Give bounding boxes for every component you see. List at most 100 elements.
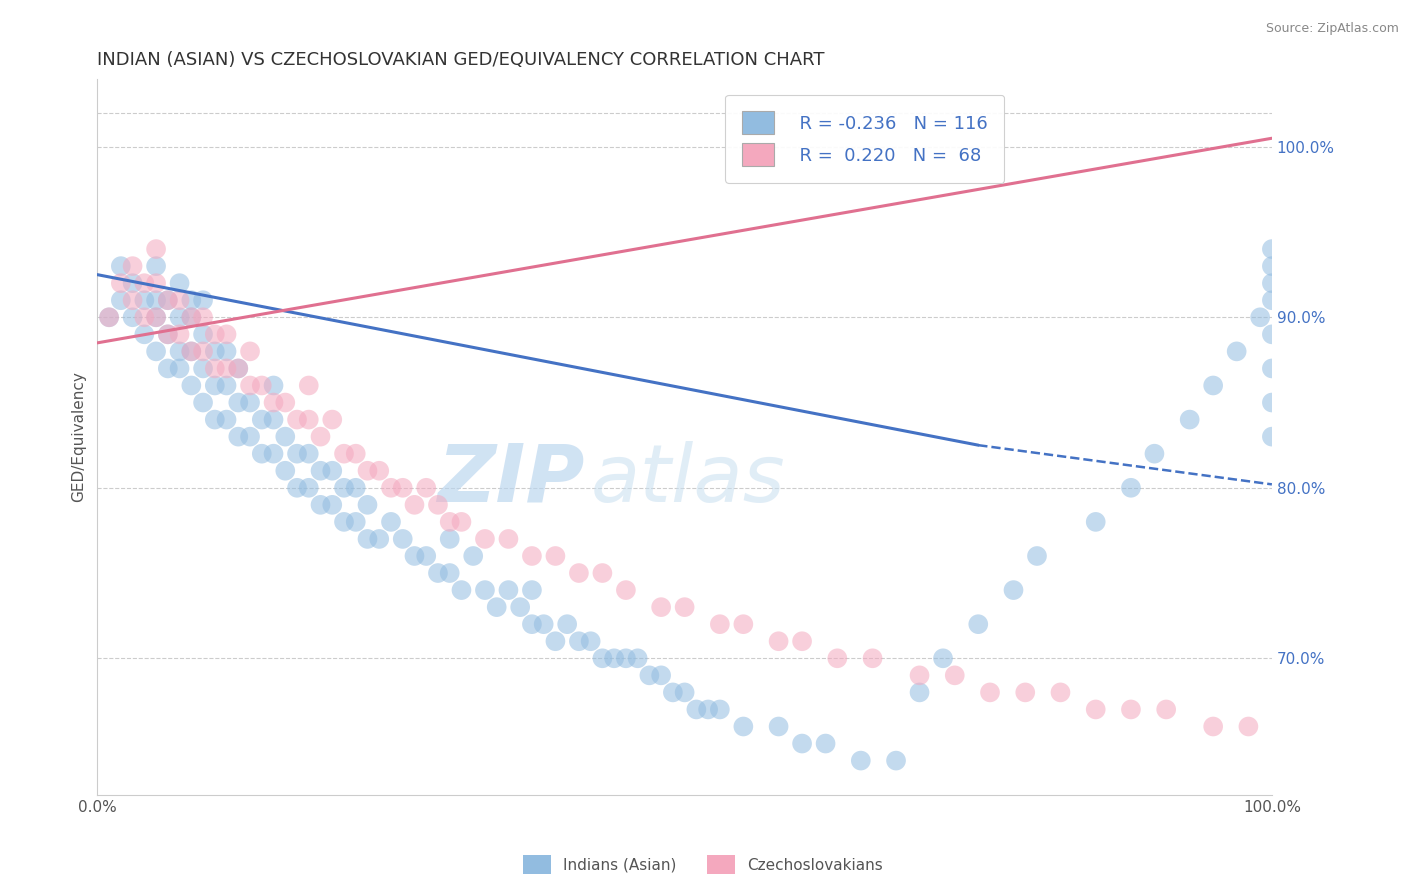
Point: [1178, 412, 1201, 426]
Point: [498, 583, 520, 598]
Point: [191, 310, 214, 325]
Point: [204, 378, 226, 392]
Point: [121, 310, 143, 325]
Point: [520, 617, 543, 632]
Point: [263, 412, 285, 426]
Point: [884, 754, 907, 768]
Point: [790, 737, 813, 751]
Point: [250, 378, 273, 392]
Legend: Indians (Asian), Czechoslovakians: Indians (Asian), Czechoslovakians: [517, 849, 889, 880]
Point: [344, 447, 367, 461]
Point: [356, 532, 378, 546]
Point: [439, 566, 461, 580]
Point: [180, 293, 202, 308]
Point: [1261, 361, 1284, 376]
Point: [344, 515, 367, 529]
Point: [169, 276, 191, 290]
Point: [121, 293, 143, 308]
Point: [156, 361, 179, 376]
Legend:   R = -0.236   N = 116,   R =  0.220   N =  68: R = -0.236 N = 116, R = 0.220 N = 68: [725, 95, 1004, 183]
Point: [145, 242, 167, 256]
Point: [98, 310, 121, 325]
Point: [768, 634, 790, 648]
Point: [180, 344, 202, 359]
Point: [145, 310, 167, 325]
Point: [862, 651, 884, 665]
Point: [309, 429, 332, 443]
Point: [145, 344, 167, 359]
Point: [404, 549, 426, 563]
Point: [239, 344, 262, 359]
Point: [298, 447, 321, 461]
Point: [121, 276, 143, 290]
Point: [391, 481, 413, 495]
Point: [1202, 719, 1225, 733]
Point: [827, 651, 849, 665]
Point: [380, 481, 402, 495]
Point: [285, 481, 308, 495]
Point: [169, 327, 191, 342]
Point: [145, 276, 167, 290]
Point: [333, 447, 356, 461]
Point: [215, 361, 238, 376]
Point: [439, 515, 461, 529]
Point: [368, 464, 391, 478]
Point: [1226, 344, 1249, 359]
Point: [520, 549, 543, 563]
Point: [204, 344, 226, 359]
Point: [204, 412, 226, 426]
Point: [333, 481, 356, 495]
Point: [474, 583, 496, 598]
Point: [614, 651, 637, 665]
Point: [121, 259, 143, 273]
Point: [427, 566, 450, 580]
Point: [263, 447, 285, 461]
Point: [533, 617, 555, 632]
Point: [298, 378, 321, 392]
Point: [1026, 549, 1049, 563]
Point: [1261, 395, 1284, 409]
Point: [979, 685, 1001, 699]
Text: ZIP: ZIP: [437, 441, 585, 518]
Point: [849, 754, 872, 768]
Point: [263, 378, 285, 392]
Point: [591, 566, 613, 580]
Point: [321, 412, 343, 426]
Point: [344, 481, 367, 495]
Point: [380, 515, 402, 529]
Point: [110, 293, 132, 308]
Point: [485, 600, 508, 615]
Point: [568, 634, 591, 648]
Text: Source: ZipAtlas.com: Source: ZipAtlas.com: [1265, 22, 1399, 36]
Point: [263, 395, 285, 409]
Point: [1049, 685, 1071, 699]
Point: [932, 651, 955, 665]
Point: [134, 310, 156, 325]
Point: [1237, 719, 1260, 733]
Point: [239, 378, 262, 392]
Point: [250, 447, 273, 461]
Point: [908, 685, 931, 699]
Point: [1261, 293, 1284, 308]
Point: [733, 719, 755, 733]
Point: [145, 293, 167, 308]
Point: [321, 464, 343, 478]
Point: [321, 498, 343, 512]
Point: [544, 549, 567, 563]
Point: [169, 344, 191, 359]
Point: [1202, 378, 1225, 392]
Point: [134, 327, 156, 342]
Point: [908, 668, 931, 682]
Point: [544, 634, 567, 648]
Point: [509, 600, 531, 615]
Point: [404, 498, 426, 512]
Point: [215, 327, 238, 342]
Point: [1119, 481, 1142, 495]
Point: [391, 532, 413, 546]
Point: [520, 583, 543, 598]
Point: [180, 310, 202, 325]
Point: [134, 276, 156, 290]
Point: [967, 617, 990, 632]
Point: [156, 293, 179, 308]
Point: [156, 327, 179, 342]
